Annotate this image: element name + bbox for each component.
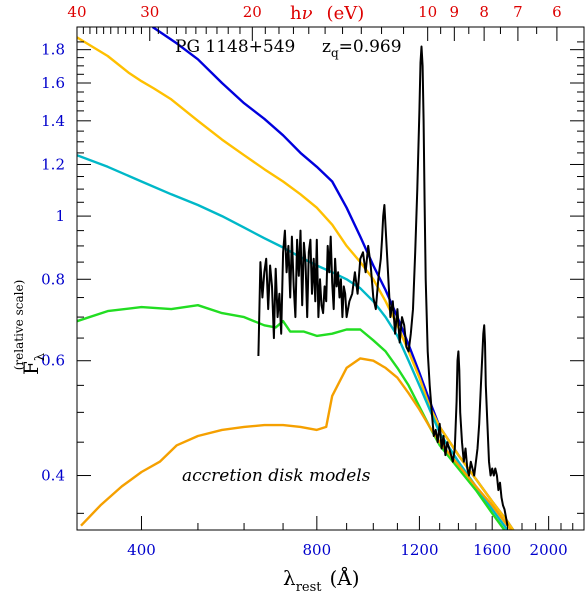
x-tick-label: 1200 xyxy=(400,541,438,559)
y-tick-label: 1.6 xyxy=(41,74,65,92)
top-axis-label-nu: ν xyxy=(302,3,313,24)
top-tick-label: 20 xyxy=(243,3,262,21)
y-tick-label: 1 xyxy=(55,207,65,225)
y-tick-label: 1.2 xyxy=(41,155,65,173)
y-axis-note: (relative scale) xyxy=(12,280,26,371)
top-tick-label: 30 xyxy=(140,3,159,21)
top-axis-label-unit: (eV) xyxy=(327,3,365,24)
redshift-subscript: q xyxy=(331,46,339,60)
x-tick-label: 400 xyxy=(127,541,156,559)
y-tick-label: 0.4 xyxy=(41,467,65,485)
model-curve-green xyxy=(77,304,506,530)
top-tick-label: 6 xyxy=(552,3,562,21)
chart-title: PG 1148+549 xyxy=(175,37,295,57)
y-tick-label: 1.8 xyxy=(41,41,65,59)
annotation-accretion-disk-models: accretion disk models xyxy=(182,466,371,486)
y-tick-label: 1.4 xyxy=(41,112,65,130)
model-curve-yellow xyxy=(77,36,515,530)
y-axis-note-group: (relative scale) xyxy=(12,280,26,371)
x-axis-label-sub: rest xyxy=(296,580,323,595)
y-axis-label: Fλ xyxy=(19,353,48,375)
x-axis-label-unit: (Å) xyxy=(330,565,360,590)
top-tick-label: 40 xyxy=(67,3,86,21)
x-tick-label: 800 xyxy=(303,541,332,559)
series-layer xyxy=(77,27,515,530)
plot-frame xyxy=(76,26,585,531)
y-tick-label: 0.6 xyxy=(41,352,65,370)
y-axis-label-sub: λ xyxy=(33,353,48,361)
tick-layer xyxy=(76,27,585,530)
y-axis-label-group: Fλ xyxy=(19,353,48,375)
tick-labels: 400 800 1200 1600 2000 0.4 0.6 0.8 1 1.2 1.4 1.6 1.8… xyxy=(41,3,568,559)
y-tick-label: 0.8 xyxy=(41,270,65,288)
top-axis-label: hν (eV) xyxy=(290,3,364,24)
x-axis-label: λrest (Å) xyxy=(283,565,360,595)
top-tick-label: 10 xyxy=(418,3,437,21)
observed-spectrum xyxy=(257,45,509,526)
model-curve-cyan xyxy=(77,154,510,530)
top-tick-label: 8 xyxy=(479,3,489,21)
x-tick-label: 1600 xyxy=(473,541,511,559)
redshift-label: zq=0.969 xyxy=(322,37,402,60)
x-tick-label: 2000 xyxy=(530,541,568,559)
top-tick-label: 7 xyxy=(513,3,523,21)
top-tick-label: 9 xyxy=(450,3,460,21)
redshift-value: =0.969 xyxy=(339,37,402,57)
